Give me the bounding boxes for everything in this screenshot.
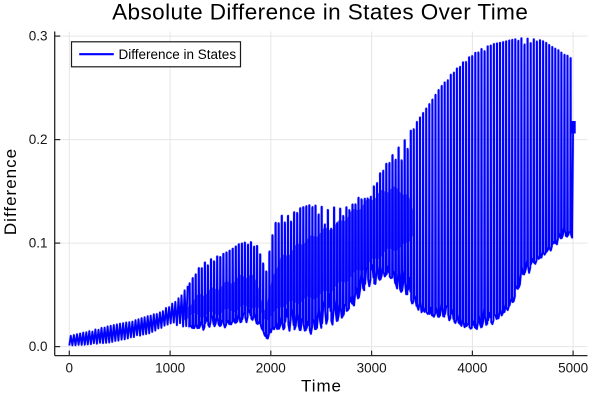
svg-text:1000: 1000 bbox=[155, 360, 185, 375]
svg-text:Difference in States: Difference in States bbox=[119, 47, 237, 62]
svg-text:3000: 3000 bbox=[357, 360, 387, 375]
svg-text:0.1: 0.1 bbox=[29, 236, 48, 251]
svg-text:0.0: 0.0 bbox=[29, 339, 48, 354]
svg-text:Difference: Difference bbox=[1, 148, 20, 235]
svg-text:5000: 5000 bbox=[558, 360, 588, 375]
svg-text:0: 0 bbox=[66, 360, 74, 375]
svg-text:2000: 2000 bbox=[256, 360, 286, 375]
svg-text:0.3: 0.3 bbox=[29, 29, 48, 44]
svg-text:0.2: 0.2 bbox=[29, 132, 48, 147]
svg-text:Time: Time bbox=[301, 376, 342, 395]
svg-text:4000: 4000 bbox=[457, 360, 487, 375]
svg-text:Absolute Difference in States: Absolute Difference in States Over Time bbox=[112, 0, 528, 25]
